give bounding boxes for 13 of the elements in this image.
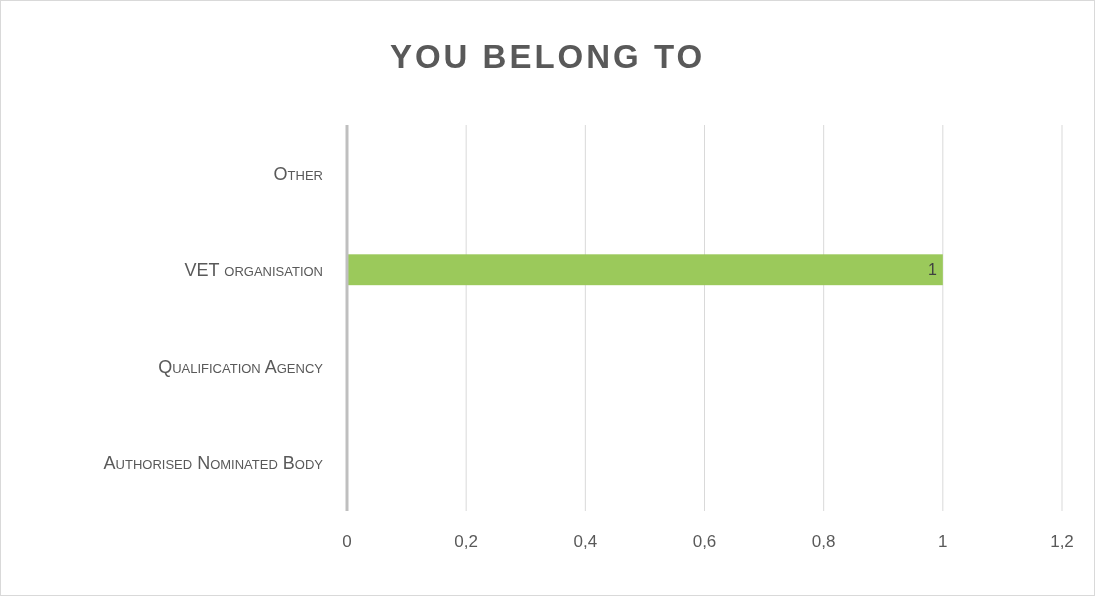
- x-tick-label: 1: [938, 532, 948, 551]
- y-tick-label: Authorised Nominated Body: [103, 453, 324, 474]
- x-tick-label: 0,4: [573, 532, 598, 551]
- x-tick-label: 0,8: [811, 532, 836, 551]
- x-tick-label: 0: [342, 532, 352, 551]
- x-tick-label: 0,6: [692, 532, 717, 551]
- chart-title: YOU BELONG TO: [389, 38, 706, 75]
- data-label: 1: [927, 261, 937, 279]
- x-tick-label: 1,2: [1050, 532, 1074, 551]
- x-tick-label: 0,2: [454, 532, 478, 551]
- y-tick-label: Other: [273, 163, 323, 184]
- y-tick-label: Qualification Agency: [158, 356, 324, 377]
- y-tick-label: VET organisation: [184, 260, 323, 281]
